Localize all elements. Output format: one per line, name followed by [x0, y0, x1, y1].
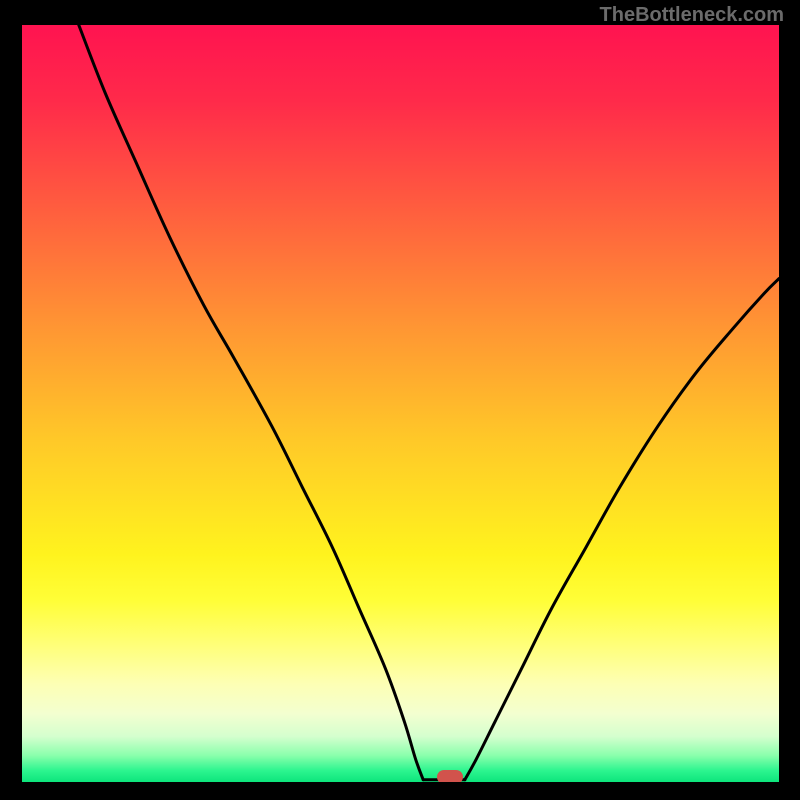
curve-right-branch: [465, 279, 779, 780]
bottleneck-curve: [22, 25, 779, 782]
plot-area: [22, 25, 779, 782]
optimal-marker: [437, 770, 463, 782]
watermark-text: TheBottleneck.com: [600, 4, 784, 27]
curve-left-branch: [79, 25, 423, 780]
